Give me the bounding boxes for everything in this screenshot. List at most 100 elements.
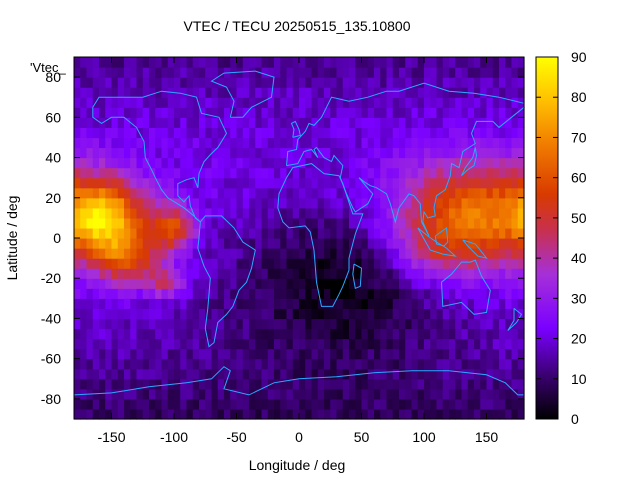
heatmap-cell xyxy=(211,207,219,219)
heatmap-cell xyxy=(142,137,150,149)
heatmap-cell xyxy=(499,197,506,209)
heatmap-cell xyxy=(386,308,394,320)
heatmap-cell xyxy=(267,147,275,159)
heatmap-cell xyxy=(455,238,463,249)
heatmap-cell xyxy=(74,328,81,340)
heatmap-cell xyxy=(511,278,519,289)
heatmap-cell xyxy=(180,127,188,139)
heatmap-cell xyxy=(130,97,138,108)
heatmap-cell xyxy=(492,67,500,78)
heatmap-cell xyxy=(124,117,131,128)
heatmap-cell xyxy=(405,167,413,179)
coastline-path xyxy=(277,163,364,307)
heatmap-cell xyxy=(417,217,425,229)
heatmap-cell xyxy=(180,288,188,299)
heatmap-cell xyxy=(330,328,338,340)
heatmap-cell xyxy=(374,87,381,98)
heatmap-cell xyxy=(311,248,319,259)
heatmap-cell xyxy=(399,338,406,350)
heatmap-cell xyxy=(324,378,331,390)
heatmap-cell xyxy=(505,217,513,229)
heatmap-cell xyxy=(161,57,169,68)
heatmap-cell xyxy=(74,187,81,199)
heatmap-cell xyxy=(92,197,100,209)
heatmap-cell xyxy=(374,278,381,289)
heatmap-cell xyxy=(105,328,113,340)
coastline-path xyxy=(352,263,363,289)
heatmap-cell xyxy=(149,197,156,209)
heatmap-cell xyxy=(511,207,519,219)
heatmap-cell xyxy=(336,97,344,108)
heatmap-cell xyxy=(292,328,300,340)
heatmap-cell xyxy=(230,278,238,289)
heatmap-cell xyxy=(155,308,163,320)
heatmap-cell xyxy=(336,248,344,259)
heatmap-cell xyxy=(261,238,269,249)
heatmap-cell xyxy=(217,177,225,189)
heatmap-cell xyxy=(399,238,406,249)
heatmap-cell xyxy=(130,77,138,88)
heatmap-cell xyxy=(392,117,400,128)
heatmap-cell xyxy=(242,197,250,209)
heatmap-cell xyxy=(261,278,269,289)
heatmap-cell xyxy=(161,67,169,78)
heatmap-cell xyxy=(399,137,406,149)
heatmap-cell xyxy=(74,207,81,219)
heatmap-cell xyxy=(142,388,150,400)
heatmap-cell xyxy=(474,147,481,159)
heatmap-cell xyxy=(336,288,344,299)
heatmap-cell xyxy=(380,378,388,390)
heatmap-cell xyxy=(486,268,494,279)
heatmap-cell xyxy=(92,268,100,279)
heatmap-cell xyxy=(430,167,438,179)
heatmap-cell xyxy=(299,388,306,400)
heatmap-cell xyxy=(355,338,363,350)
heatmap-cell xyxy=(311,338,319,350)
heatmap-cell xyxy=(174,308,181,320)
heatmap-cell xyxy=(355,268,363,279)
heatmap-cell xyxy=(386,187,394,199)
heatmap-cell xyxy=(499,398,506,410)
heatmap-cell xyxy=(105,318,113,330)
heatmap-cell xyxy=(167,298,175,309)
heatmap-cell xyxy=(274,127,281,139)
heatmap-cell xyxy=(311,398,319,410)
heatmap-cell xyxy=(486,107,494,118)
heatmap-cell xyxy=(330,258,338,269)
heatmap-cell xyxy=(355,238,363,249)
heatmap-cell xyxy=(299,318,306,330)
heatmap-cell xyxy=(74,338,81,350)
heatmap-cell xyxy=(436,318,444,330)
heatmap-cell xyxy=(261,318,269,330)
heatmap-cell xyxy=(436,338,444,350)
heatmap-cell xyxy=(117,248,125,259)
heatmap-cell xyxy=(292,398,300,410)
heatmap-cell xyxy=(349,227,356,239)
heatmap-cell xyxy=(505,77,513,88)
heatmap-cell xyxy=(411,107,419,118)
heatmap-cell xyxy=(80,187,88,199)
heatmap-cell xyxy=(324,288,331,299)
heatmap-cell xyxy=(336,268,344,279)
heatmap-cell xyxy=(386,127,394,139)
heatmap-cell xyxy=(324,217,331,229)
heatmap-cell xyxy=(274,97,281,108)
heatmap-cell xyxy=(155,328,163,340)
heatmap-cell xyxy=(355,408,363,420)
heatmap-cell xyxy=(361,278,369,289)
heatmap-cell xyxy=(130,258,138,269)
heatmap-cell xyxy=(167,187,175,199)
heatmap-cell xyxy=(74,217,81,229)
heatmap-cell xyxy=(211,177,219,189)
heatmap-cell xyxy=(305,248,313,259)
y-tick-label: -40 xyxy=(41,310,61,326)
heatmap-cell xyxy=(142,127,150,139)
heatmap-cell xyxy=(117,258,125,269)
heatmap-cell xyxy=(211,408,219,420)
heatmap-cell xyxy=(142,177,150,189)
heatmap-cell xyxy=(155,187,163,199)
heatmap-cell xyxy=(386,227,394,239)
heatmap-cell xyxy=(455,298,463,309)
heatmap-cell xyxy=(211,57,219,68)
heatmap-cell xyxy=(274,137,281,149)
